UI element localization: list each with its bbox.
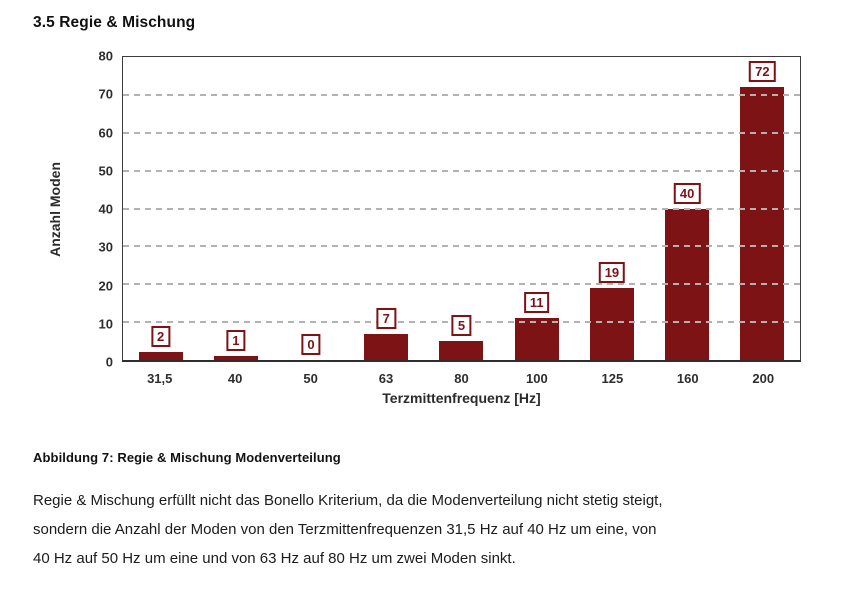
bar-slot: 7 xyxy=(349,57,424,360)
bar-slot: 72 xyxy=(725,57,800,360)
bar-slot: 1 xyxy=(198,57,273,360)
section-heading: 3.5 Regie & Mischung xyxy=(33,14,196,31)
bar-slot: 40 xyxy=(650,57,725,360)
y-tick-label: 0 xyxy=(105,354,113,370)
bar xyxy=(665,208,710,360)
x-tick-label: 50 xyxy=(303,371,318,386)
x-axis-tick-labels: 31,5 40 50 63 80 100 125 160 200 xyxy=(122,362,801,386)
y-axis-title-text: Anzahl Moden xyxy=(47,161,63,257)
body-line: 40 Hz auf 50 Hz um eine und von 63 Hz au… xyxy=(33,550,516,567)
bar-value-label: 2 xyxy=(150,326,171,348)
x-tick-label: 80 xyxy=(454,371,469,386)
figure-caption: Abbildung 7: Regie & Mischung Modenverte… xyxy=(33,450,341,465)
x-tick-label: 63 xyxy=(378,371,394,386)
bar xyxy=(364,333,409,360)
bar-slot: 0 xyxy=(273,57,348,360)
moden-bar-chart: Anzahl Moden 0 10 20 30 40 50 60 70 80 2 1 0 7 5 11 19… xyxy=(40,49,863,406)
bar-value-label: 19 xyxy=(598,262,626,284)
bar-value-label: 1 xyxy=(226,330,246,352)
bar xyxy=(138,352,183,360)
y-axis-tick-labels: 0 10 20 30 40 50 60 70 80 xyxy=(70,49,122,370)
document-page: 3.5 Regie & Mischung Anzahl Moden 0 10 20 3… xyxy=(33,14,863,573)
y-axis-title: Anzahl Moden xyxy=(40,56,70,362)
body-line: Regie & Mischung erfüllt nicht das Bonel… xyxy=(33,492,663,509)
bar-slot: 5 xyxy=(424,57,499,360)
y-tick-label: 40 xyxy=(98,201,113,217)
bar-value-label: 7 xyxy=(376,307,396,329)
x-tick-label: 125 xyxy=(601,371,624,386)
bar-value-label: 5 xyxy=(451,315,472,337)
bar-value-label: 72 xyxy=(749,61,776,83)
y-tick-label: 10 xyxy=(98,316,113,332)
x-tick-label: 31,5 xyxy=(147,371,173,386)
x-tick-label: 160 xyxy=(676,371,699,386)
y-tick-label: 20 xyxy=(98,278,113,293)
bar xyxy=(514,318,559,360)
x-axis-title: Terzmittenfrequenz [Hz] xyxy=(382,390,541,406)
bar-value-label: 11 xyxy=(523,292,550,314)
x-tick-label: 100 xyxy=(526,371,548,386)
bar-slot: 11 xyxy=(499,57,574,360)
y-tick-label: 60 xyxy=(98,125,113,140)
plot-area: 2 1 0 7 5 11 19 40 72 xyxy=(122,56,801,362)
body-line: sondern die Anzahl der Moden von den Ter… xyxy=(33,521,657,538)
chart-plot-row: Anzahl Moden 0 10 20 30 40 50 60 70 80 2 1 0 7 5 11 19… xyxy=(40,49,863,370)
bar-value-label: 0 xyxy=(301,334,321,355)
bar xyxy=(589,288,634,360)
y-tick-label: 30 xyxy=(98,239,113,255)
bar xyxy=(439,341,484,360)
bar xyxy=(740,87,785,360)
bar-slot: 2 xyxy=(123,57,198,360)
y-tick-label: 50 xyxy=(98,163,113,179)
x-tick-label: 40 xyxy=(227,371,243,386)
bar-value-label: 40 xyxy=(673,182,701,204)
y-tick-label: 70 xyxy=(98,86,113,102)
body-paragraph: Regie & Mischung erfüllt nicht das Bonel… xyxy=(33,486,853,573)
bar-slot: 19 xyxy=(574,57,649,360)
x-tick-label: 200 xyxy=(752,371,775,386)
y-tick-label: 80 xyxy=(98,48,113,64)
bar xyxy=(213,356,258,360)
bar-slots: 2 1 0 7 5 11 19 40 72 xyxy=(123,57,800,360)
